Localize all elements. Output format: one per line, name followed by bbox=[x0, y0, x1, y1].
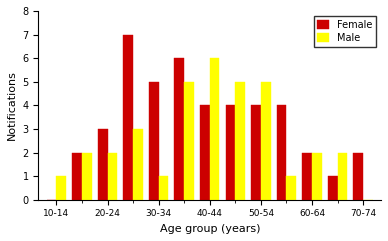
Bar bbox=[200, 105, 210, 200]
Bar bbox=[82, 153, 92, 200]
Bar bbox=[149, 82, 159, 200]
Bar bbox=[123, 34, 133, 200]
Bar bbox=[56, 176, 66, 200]
Bar bbox=[251, 105, 261, 200]
Bar bbox=[175, 58, 184, 200]
Bar bbox=[225, 105, 236, 200]
Y-axis label: Notifications: Notifications bbox=[7, 70, 17, 140]
Legend: Female, Male: Female, Male bbox=[314, 16, 376, 47]
Bar bbox=[277, 105, 286, 200]
Bar bbox=[72, 153, 82, 200]
Bar bbox=[98, 129, 107, 200]
Bar bbox=[184, 82, 194, 200]
Bar bbox=[159, 176, 168, 200]
Bar bbox=[353, 153, 363, 200]
Bar bbox=[236, 82, 245, 200]
Bar bbox=[312, 153, 322, 200]
Bar bbox=[133, 129, 143, 200]
Bar bbox=[302, 153, 312, 200]
Bar bbox=[286, 176, 296, 200]
Bar bbox=[338, 153, 347, 200]
Bar bbox=[261, 82, 270, 200]
Bar bbox=[107, 153, 117, 200]
Bar bbox=[328, 176, 338, 200]
Bar bbox=[210, 58, 220, 200]
X-axis label: Age group (years): Age group (years) bbox=[159, 224, 260, 234]
